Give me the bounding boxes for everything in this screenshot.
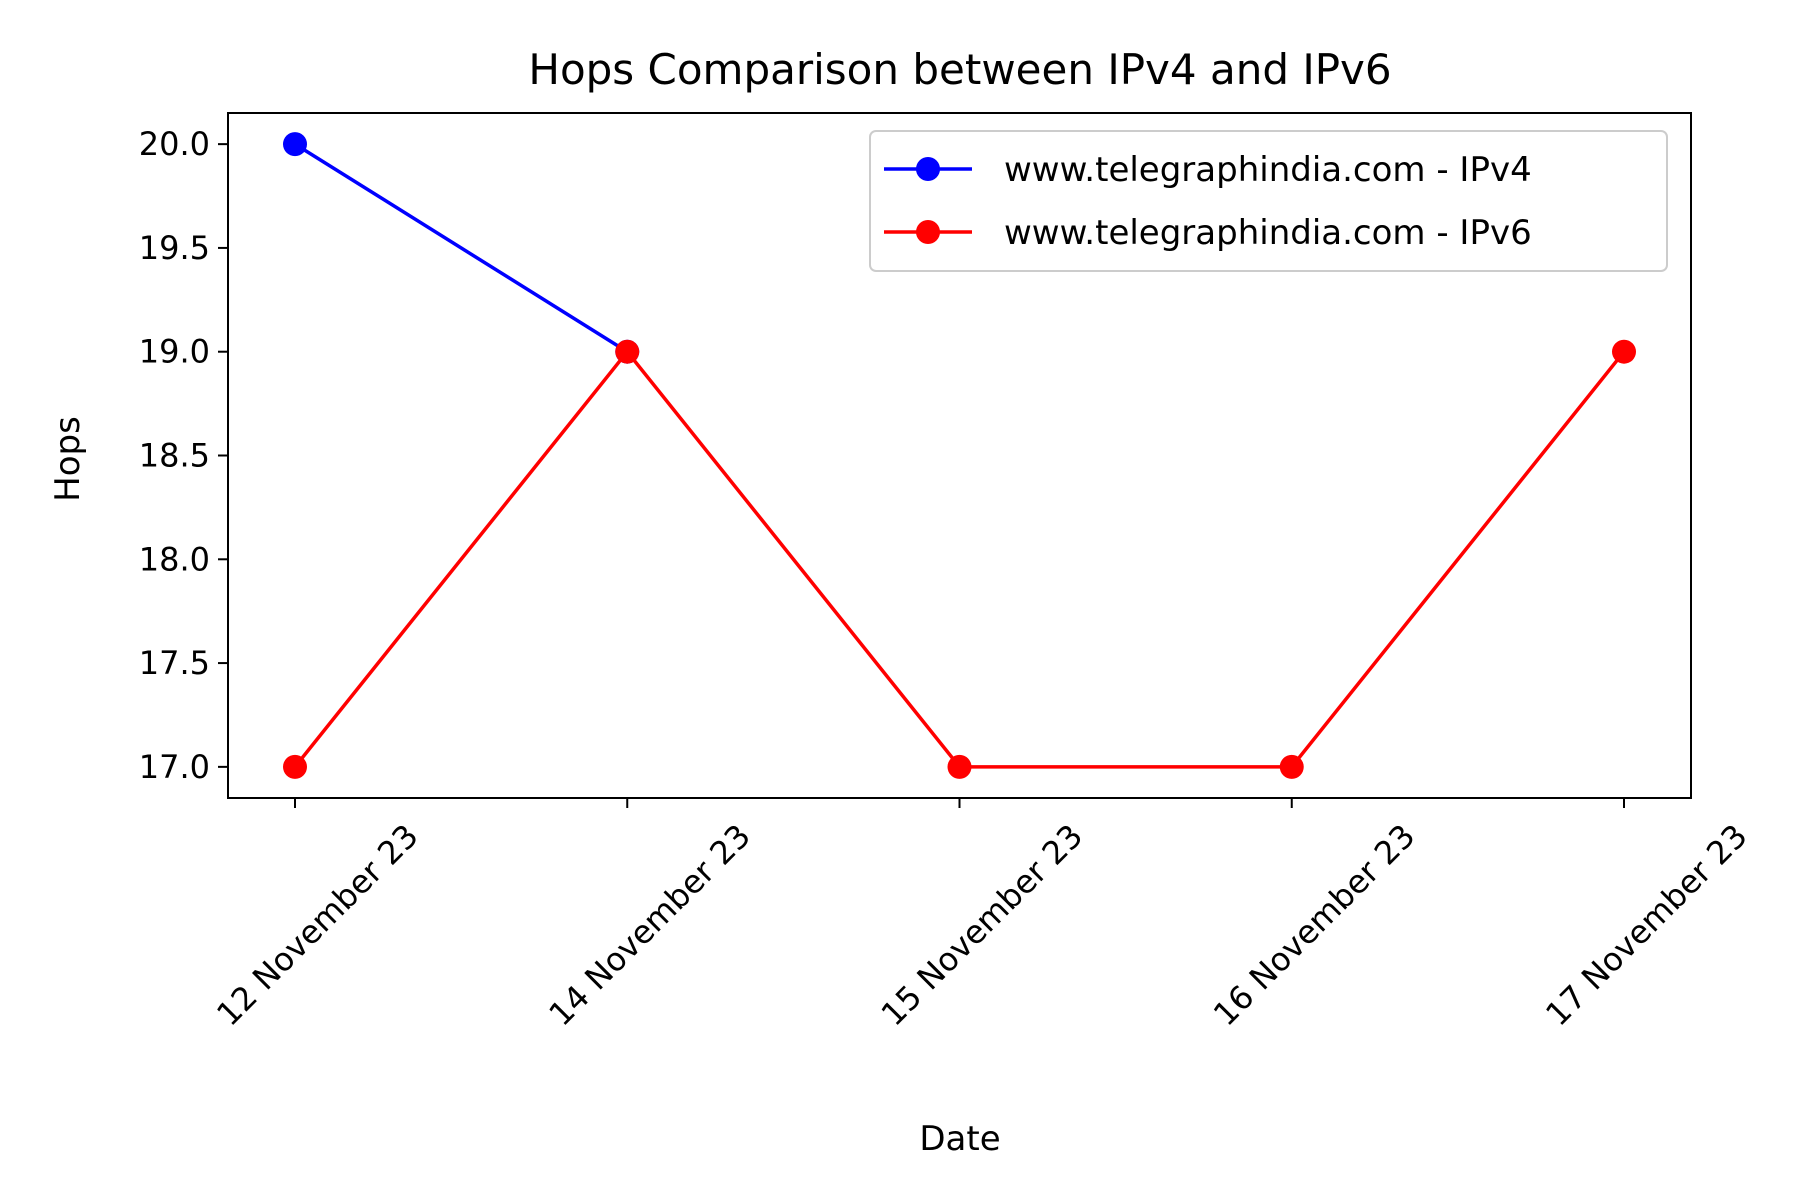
data-point bbox=[1612, 339, 1636, 364]
x-tick-label: 14 November 23 bbox=[541, 817, 758, 1034]
y-tick-label: 20.0 bbox=[139, 125, 210, 163]
y-tick-label: 19.0 bbox=[139, 333, 210, 371]
y-axis-label: Hops bbox=[48, 416, 88, 502]
data-point bbox=[1279, 754, 1304, 779]
x-tick-label: 16 November 23 bbox=[1206, 817, 1423, 1034]
legend-label: www.telegraphindia.com - IPv4 bbox=[1004, 150, 1532, 190]
y-tick-label: 18.0 bbox=[139, 540, 210, 578]
y-tick-label: 17.0 bbox=[139, 748, 210, 786]
x-tick-label: 17 November 23 bbox=[1538, 817, 1755, 1034]
y-tick-label: 18.5 bbox=[139, 437, 210, 475]
data-point bbox=[947, 754, 972, 779]
y-axis: 17.0 17.5 18.0 18.5 19.0 19.5 20.0 bbox=[139, 125, 228, 786]
legend-marker bbox=[916, 220, 940, 244]
legend-marker bbox=[916, 157, 940, 181]
series-1 bbox=[283, 339, 1636, 779]
x-axis: 12 November 23 14 November 23 15 November … bbox=[209, 798, 1755, 1033]
x-tick-label: 15 November 23 bbox=[874, 817, 1091, 1034]
data-point bbox=[615, 339, 640, 364]
data-point bbox=[283, 132, 307, 157]
x-axis-label: Date bbox=[919, 1119, 1000, 1159]
legend: www.telegraphindia.com - IPv4 www.telegra… bbox=[869, 130, 1668, 272]
y-tick-label: 19.5 bbox=[139, 229, 210, 267]
series-layer bbox=[283, 132, 1636, 779]
data-point bbox=[283, 754, 307, 779]
chart-title: Hops Comparison between IPv4 and IPv6 bbox=[528, 45, 1391, 94]
legend-box bbox=[869, 130, 1668, 272]
series-line bbox=[294, 142, 629, 354]
legend-label: www.telegraphindia.com - IPv6 bbox=[1004, 213, 1532, 253]
x-tick-label: 12 November 23 bbox=[209, 817, 426, 1034]
y-tick-label: 17.5 bbox=[139, 644, 210, 682]
